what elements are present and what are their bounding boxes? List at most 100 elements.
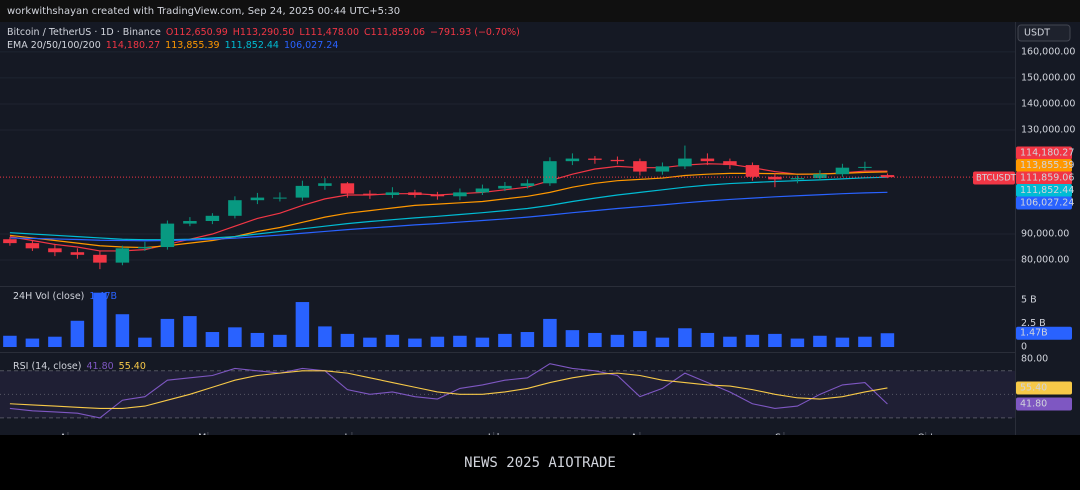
price-label-bg: [1016, 158, 1072, 172]
candle-body: [430, 194, 445, 197]
volume-bar: [790, 338, 805, 347]
volume-bar: [138, 337, 152, 347]
chart-background: [0, 22, 1080, 435]
candle-body: [565, 158, 580, 162]
price-label-bg: [1016, 397, 1072, 411]
legend-item: C111,859.06: [364, 27, 425, 38]
candle-body: [205, 215, 220, 222]
price-label-bg: [1016, 146, 1072, 160]
volume-bar: [318, 326, 332, 347]
candle-body: [700, 158, 715, 162]
footer-text: NEWS 2025 AIOTRADE: [464, 455, 616, 471]
symbol-tag-bg: [973, 171, 1015, 185]
currency-button[interactable]: [1017, 24, 1071, 42]
legend-item: RSI (14, close): [13, 361, 81, 372]
volume-bar: [835, 337, 850, 347]
candle-body: [340, 183, 355, 194]
candle-body: [385, 192, 400, 195]
candle-body: [250, 197, 265, 201]
y-tick-label: 80,000.00: [1021, 255, 1069, 266]
currency-label: USDT: [1024, 28, 1050, 39]
volume-bar: [453, 335, 467, 347]
volume-bar: [498, 333, 512, 347]
candle-body: [475, 188, 490, 193]
legend-item: 41.80: [86, 361, 113, 372]
candle-body: [183, 221, 197, 224]
candle-body: [790, 178, 805, 180]
candle-body: [70, 252, 85, 255]
y-tick-label: 80.00: [1021, 354, 1048, 365]
volume-bar: [430, 336, 445, 347]
legend-item: 111,852.44: [225, 40, 279, 51]
volume-bar: [340, 333, 355, 347]
candle-body: [138, 247, 152, 249]
candle-body: [160, 223, 175, 248]
volume-bar: [565, 330, 580, 347]
price-label-bg: [1016, 171, 1072, 185]
price-label: 111,859.06: [1020, 172, 1074, 183]
y-tick-label: 140,000.00: [1021, 98, 1075, 109]
volume-bar: [3, 335, 17, 347]
legend: RSI (14, close) 41.80 55.40: [13, 361, 146, 372]
volume-bar: [745, 334, 760, 347]
candle-body: [768, 176, 782, 180]
volume-bar: [768, 333, 782, 347]
candle-body: [655, 166, 670, 172]
volume-bar: [408, 338, 422, 347]
candle-body: [813, 174, 827, 179]
volume-bar: [273, 334, 287, 347]
candle-body: [453, 192, 467, 197]
candle-body: [93, 254, 107, 263]
y-tick-label: 160,000.00: [1021, 46, 1075, 57]
volume-bar: [880, 333, 895, 347]
volume-bar: [93, 292, 107, 347]
volume-bar: [588, 332, 602, 347]
price-label-bg: [1016, 196, 1072, 210]
plot-area: 80,000.00 90,000.00 130,000.00 140,000.00 15…: [0, 27, 1075, 444]
candle-body: [633, 161, 647, 172]
y-tick-label: 0: [1021, 342, 1027, 353]
candle-body: [678, 158, 692, 167]
volume-bar: [543, 318, 557, 347]
volume-bar: [520, 332, 535, 347]
legend-item: 55.40: [119, 361, 146, 372]
candle-body: [228, 200, 242, 216]
volume-bar: [160, 318, 175, 347]
legend-item: 113,855.39: [165, 40, 219, 51]
candle-body: [363, 193, 377, 195]
footer-bar: [0, 435, 1080, 490]
header-bar: [0, 0, 1080, 22]
candle-body: [723, 161, 737, 166]
y-tick-label: 130,000.00: [1021, 124, 1075, 135]
price-label: 113,855.39: [1020, 160, 1074, 171]
price-label: 41.80: [1020, 398, 1047, 409]
price-label: 1.47B: [1020, 328, 1048, 339]
candle-body: [880, 175, 895, 178]
candle-body: [858, 166, 872, 168]
legend-item: −791.93 (−0.70%): [430, 27, 520, 38]
volume-bar: [363, 337, 377, 347]
candle-body: [48, 248, 62, 253]
price-label-bg: [1016, 381, 1072, 395]
volume-bar: [678, 328, 692, 347]
legend: Bitcoin / TetherUS · 1D · Binance O112,65…: [7, 27, 520, 38]
price-label: 106,027.24: [1020, 197, 1074, 208]
volume-bar: [655, 337, 670, 347]
volume-bar: [183, 316, 197, 347]
ema-line: [9, 176, 888, 241]
ema-line: [9, 171, 888, 249]
price-label: 55.40: [1020, 382, 1047, 393]
y-tick-label: 150,000.00: [1021, 72, 1075, 83]
candle-body: [318, 183, 332, 186]
candle-body: [520, 183, 535, 186]
candle-body: [610, 159, 625, 162]
legend-item: O112,650.99: [166, 27, 228, 38]
legend-item: L111,478.00: [299, 27, 359, 38]
legend: 24H Vol (close) 1.47B: [13, 291, 117, 302]
price-label: 111,852.44: [1020, 185, 1074, 196]
ema-line: [9, 191, 888, 242]
volume-bar: [858, 336, 872, 347]
volume-bar: [700, 332, 715, 347]
legend-item: H113,290.50: [233, 27, 295, 38]
